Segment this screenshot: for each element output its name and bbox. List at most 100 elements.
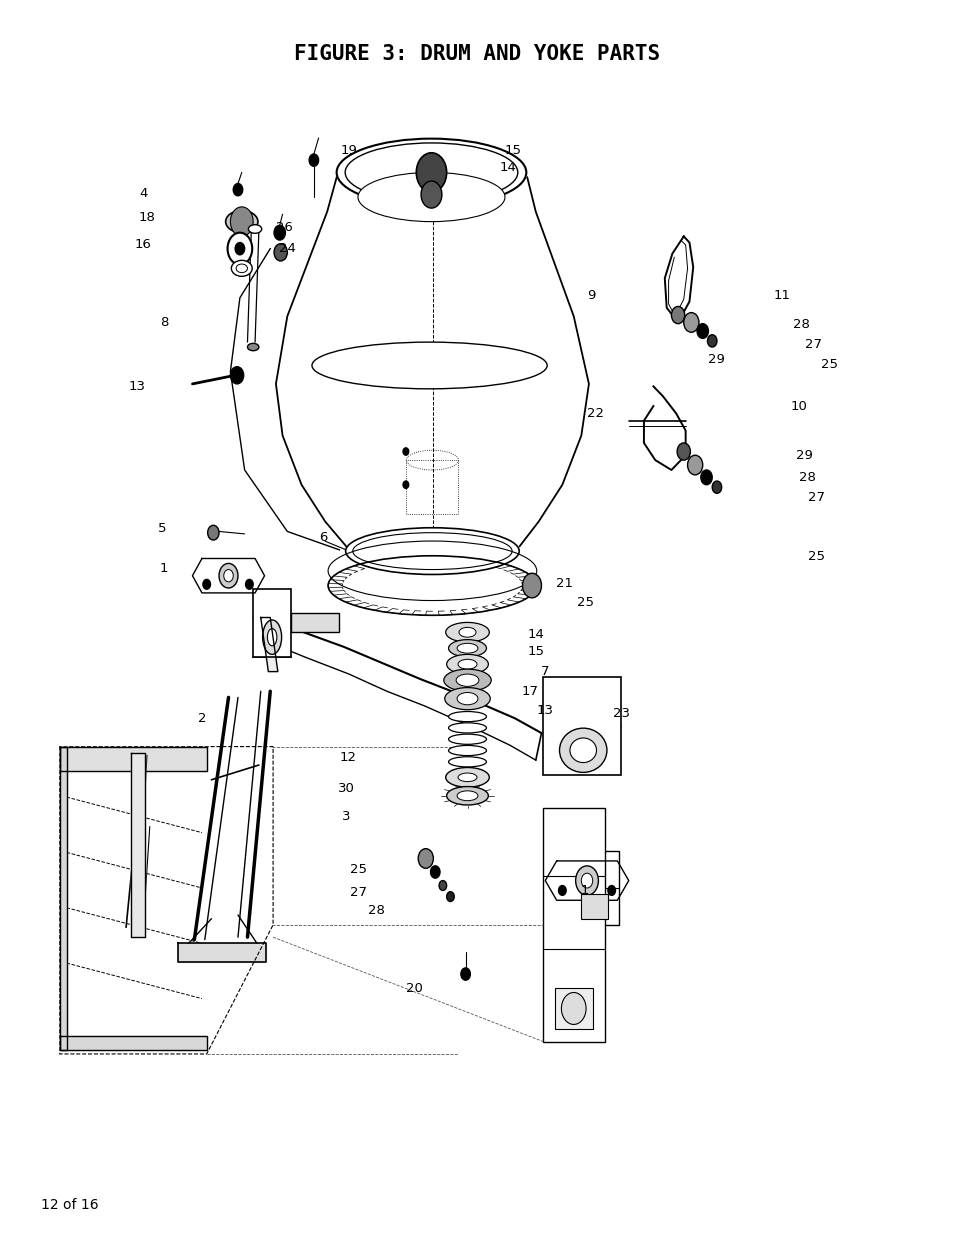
Ellipse shape xyxy=(448,722,486,734)
Ellipse shape xyxy=(232,261,252,277)
Circle shape xyxy=(522,573,541,598)
Circle shape xyxy=(417,848,433,868)
Circle shape xyxy=(446,892,454,902)
Circle shape xyxy=(700,471,712,484)
Text: 28: 28 xyxy=(798,471,815,484)
Ellipse shape xyxy=(312,342,547,389)
Text: 22: 22 xyxy=(586,406,603,420)
Circle shape xyxy=(309,154,318,167)
Circle shape xyxy=(231,367,243,384)
Text: 1: 1 xyxy=(159,562,168,574)
Ellipse shape xyxy=(336,138,526,206)
Text: 15: 15 xyxy=(504,143,521,157)
Text: 7: 7 xyxy=(540,666,549,678)
Ellipse shape xyxy=(458,627,476,637)
Text: 20: 20 xyxy=(406,982,422,995)
Text: 5: 5 xyxy=(157,522,166,536)
Text: 14: 14 xyxy=(527,629,543,641)
Text: 25: 25 xyxy=(821,358,838,370)
Ellipse shape xyxy=(448,757,486,767)
Circle shape xyxy=(580,873,592,888)
Circle shape xyxy=(208,525,219,540)
Circle shape xyxy=(438,881,446,890)
Text: 16: 16 xyxy=(134,238,152,252)
Ellipse shape xyxy=(558,729,606,772)
Polygon shape xyxy=(178,944,266,962)
Text: 25: 25 xyxy=(350,863,367,876)
Ellipse shape xyxy=(226,210,257,232)
Circle shape xyxy=(416,153,446,193)
Bar xyxy=(555,988,592,1029)
Text: 12 of 16: 12 of 16 xyxy=(41,1198,98,1213)
Polygon shape xyxy=(193,558,264,593)
Text: 21: 21 xyxy=(556,577,572,589)
Circle shape xyxy=(687,456,702,475)
Circle shape xyxy=(233,184,242,196)
Circle shape xyxy=(224,569,233,582)
Circle shape xyxy=(219,563,237,588)
Polygon shape xyxy=(545,861,628,900)
Text: 3: 3 xyxy=(341,810,350,824)
Circle shape xyxy=(671,306,684,324)
Ellipse shape xyxy=(446,655,488,674)
Ellipse shape xyxy=(445,767,489,787)
Ellipse shape xyxy=(457,659,476,669)
Circle shape xyxy=(231,207,253,236)
Ellipse shape xyxy=(457,773,476,782)
Circle shape xyxy=(558,885,565,895)
Circle shape xyxy=(460,968,470,981)
Text: 10: 10 xyxy=(790,400,807,412)
Ellipse shape xyxy=(448,746,486,756)
Text: 25: 25 xyxy=(576,597,593,609)
Ellipse shape xyxy=(443,669,491,692)
Ellipse shape xyxy=(448,711,486,721)
Ellipse shape xyxy=(262,620,281,655)
Text: 8: 8 xyxy=(160,316,168,329)
Circle shape xyxy=(402,448,408,456)
Ellipse shape xyxy=(456,693,477,705)
Text: 4: 4 xyxy=(139,186,147,200)
Circle shape xyxy=(228,232,252,264)
Circle shape xyxy=(697,324,708,338)
Ellipse shape xyxy=(357,173,504,221)
Text: 15: 15 xyxy=(527,646,544,658)
Ellipse shape xyxy=(448,640,486,657)
Polygon shape xyxy=(260,618,277,672)
Circle shape xyxy=(607,885,615,895)
Text: 18: 18 xyxy=(138,211,155,225)
Text: 6: 6 xyxy=(319,531,327,545)
Text: 25: 25 xyxy=(807,550,824,562)
Bar xyxy=(580,894,607,919)
Polygon shape xyxy=(60,747,68,1050)
Circle shape xyxy=(203,579,211,589)
Text: 9: 9 xyxy=(586,289,595,301)
Circle shape xyxy=(420,182,441,207)
Text: 30: 30 xyxy=(337,782,355,795)
Ellipse shape xyxy=(445,622,489,642)
Polygon shape xyxy=(60,747,207,771)
Circle shape xyxy=(430,866,439,878)
Bar xyxy=(569,851,618,925)
Circle shape xyxy=(677,443,690,461)
Text: 12: 12 xyxy=(339,751,356,764)
Circle shape xyxy=(245,579,253,589)
Circle shape xyxy=(712,480,720,493)
Polygon shape xyxy=(60,1035,207,1050)
Bar xyxy=(543,677,620,774)
Bar xyxy=(291,613,338,632)
Ellipse shape xyxy=(247,343,258,351)
Text: 1: 1 xyxy=(580,884,589,897)
Text: 13: 13 xyxy=(129,380,146,393)
Circle shape xyxy=(274,243,287,261)
Circle shape xyxy=(234,242,244,254)
Text: 24: 24 xyxy=(278,242,295,256)
Ellipse shape xyxy=(448,734,486,745)
Text: 29: 29 xyxy=(707,353,723,366)
Ellipse shape xyxy=(353,532,512,569)
Polygon shape xyxy=(131,753,145,937)
Circle shape xyxy=(575,866,598,895)
Text: 23: 23 xyxy=(612,706,629,720)
Ellipse shape xyxy=(345,527,518,574)
Text: 29: 29 xyxy=(795,448,812,462)
Ellipse shape xyxy=(345,143,517,203)
